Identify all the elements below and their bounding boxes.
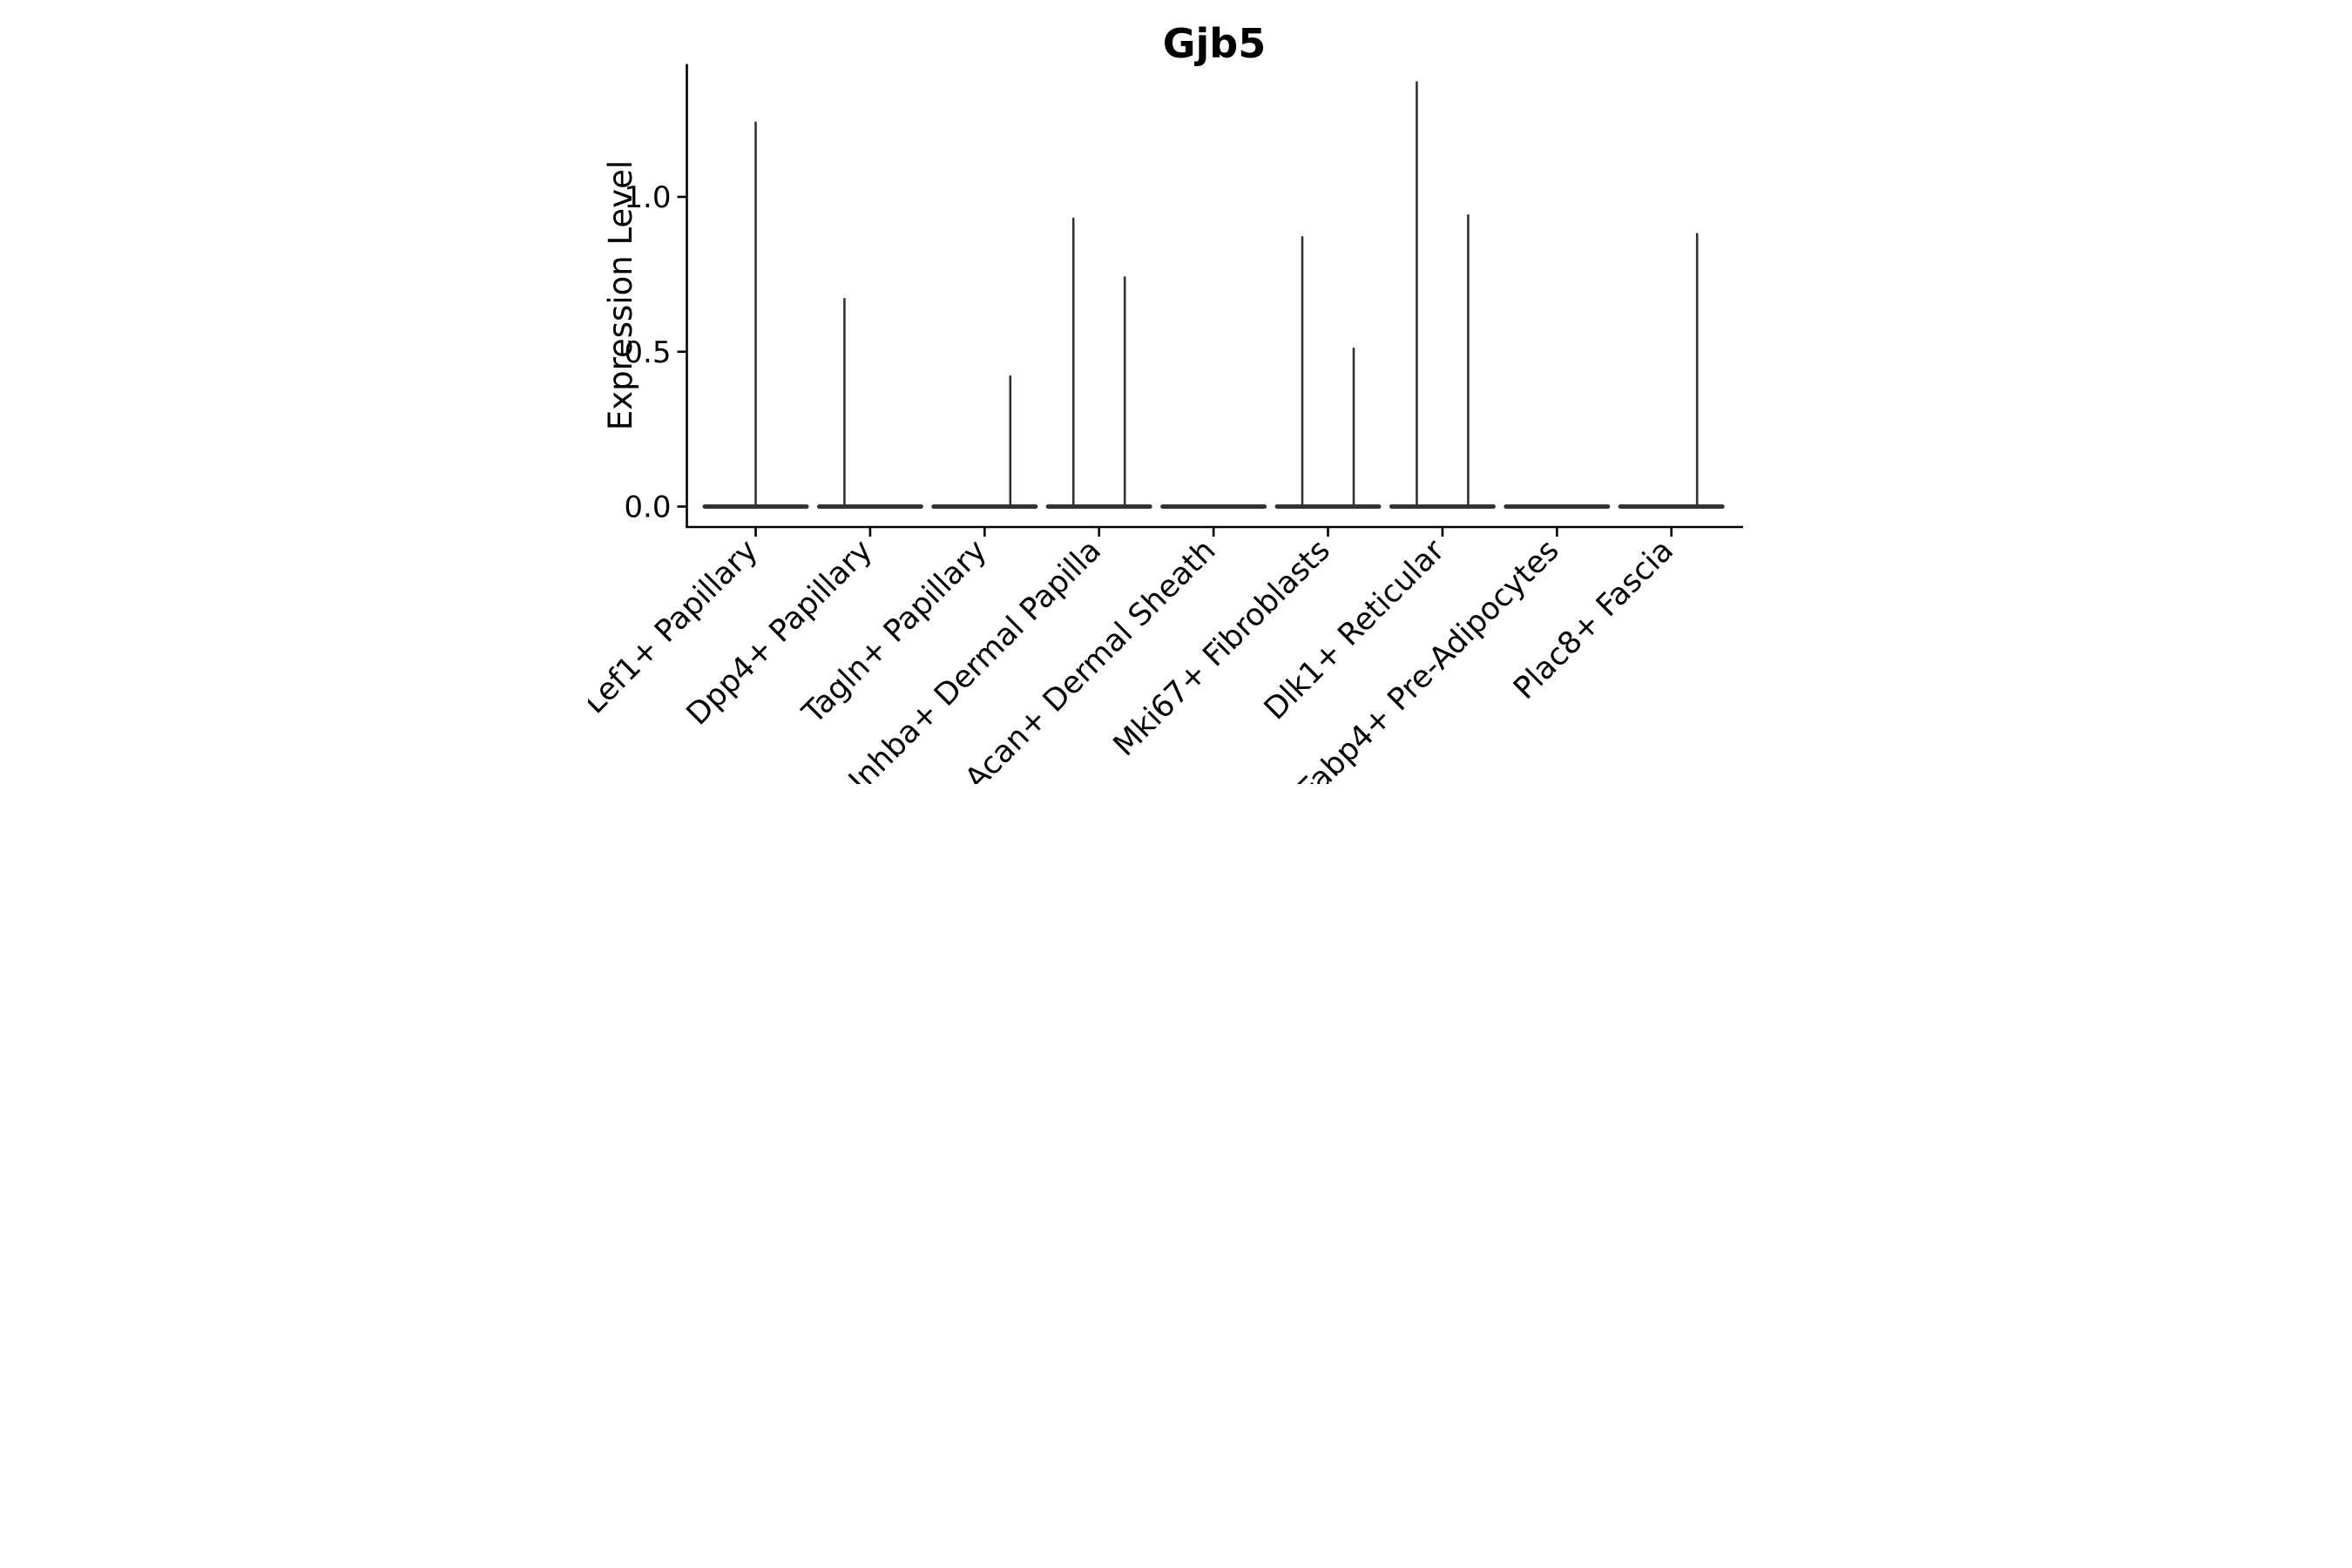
violin [1618, 233, 1725, 509]
y-tick-label: 0.5 [624, 335, 671, 370]
violin-base [1389, 504, 1496, 509]
violin-base [1160, 504, 1267, 509]
axes: 0.0 0.5 1.0 [624, 64, 1743, 537]
violin [1045, 217, 1152, 509]
violin-base [1618, 504, 1725, 509]
y-axis-label: Expression Level [602, 160, 639, 430]
violin [702, 121, 809, 509]
violin-base [931, 504, 1038, 509]
chart-canvas: Gjb5 Expression Level 0.0 0.5 1.0 Lef1+ Pa… [578, 20, 1743, 808]
violin [1274, 235, 1382, 509]
violin [1389, 81, 1496, 509]
violin-base [702, 504, 809, 509]
violin [1160, 504, 1267, 509]
violin [816, 298, 923, 509]
violin-base [1274, 504, 1382, 509]
violin [1504, 504, 1611, 509]
plot-title: Gjb5 [1163, 20, 1266, 67]
violin-plot-figure: Gjb5 Expression Level 0.0 0.5 1.0 Lef1+ Pa… [578, 0, 1764, 808]
violins-layer [702, 81, 1725, 509]
y-tick-label: 0.0 [624, 490, 671, 525]
x-tick-label: Mki67+ Fibroblasts [1107, 533, 1337, 763]
violin-base [1045, 504, 1152, 509]
y-tick-label: 1.0 [624, 180, 671, 215]
violin-base [1504, 504, 1611, 509]
violin [931, 375, 1038, 509]
violin-base [816, 504, 923, 509]
